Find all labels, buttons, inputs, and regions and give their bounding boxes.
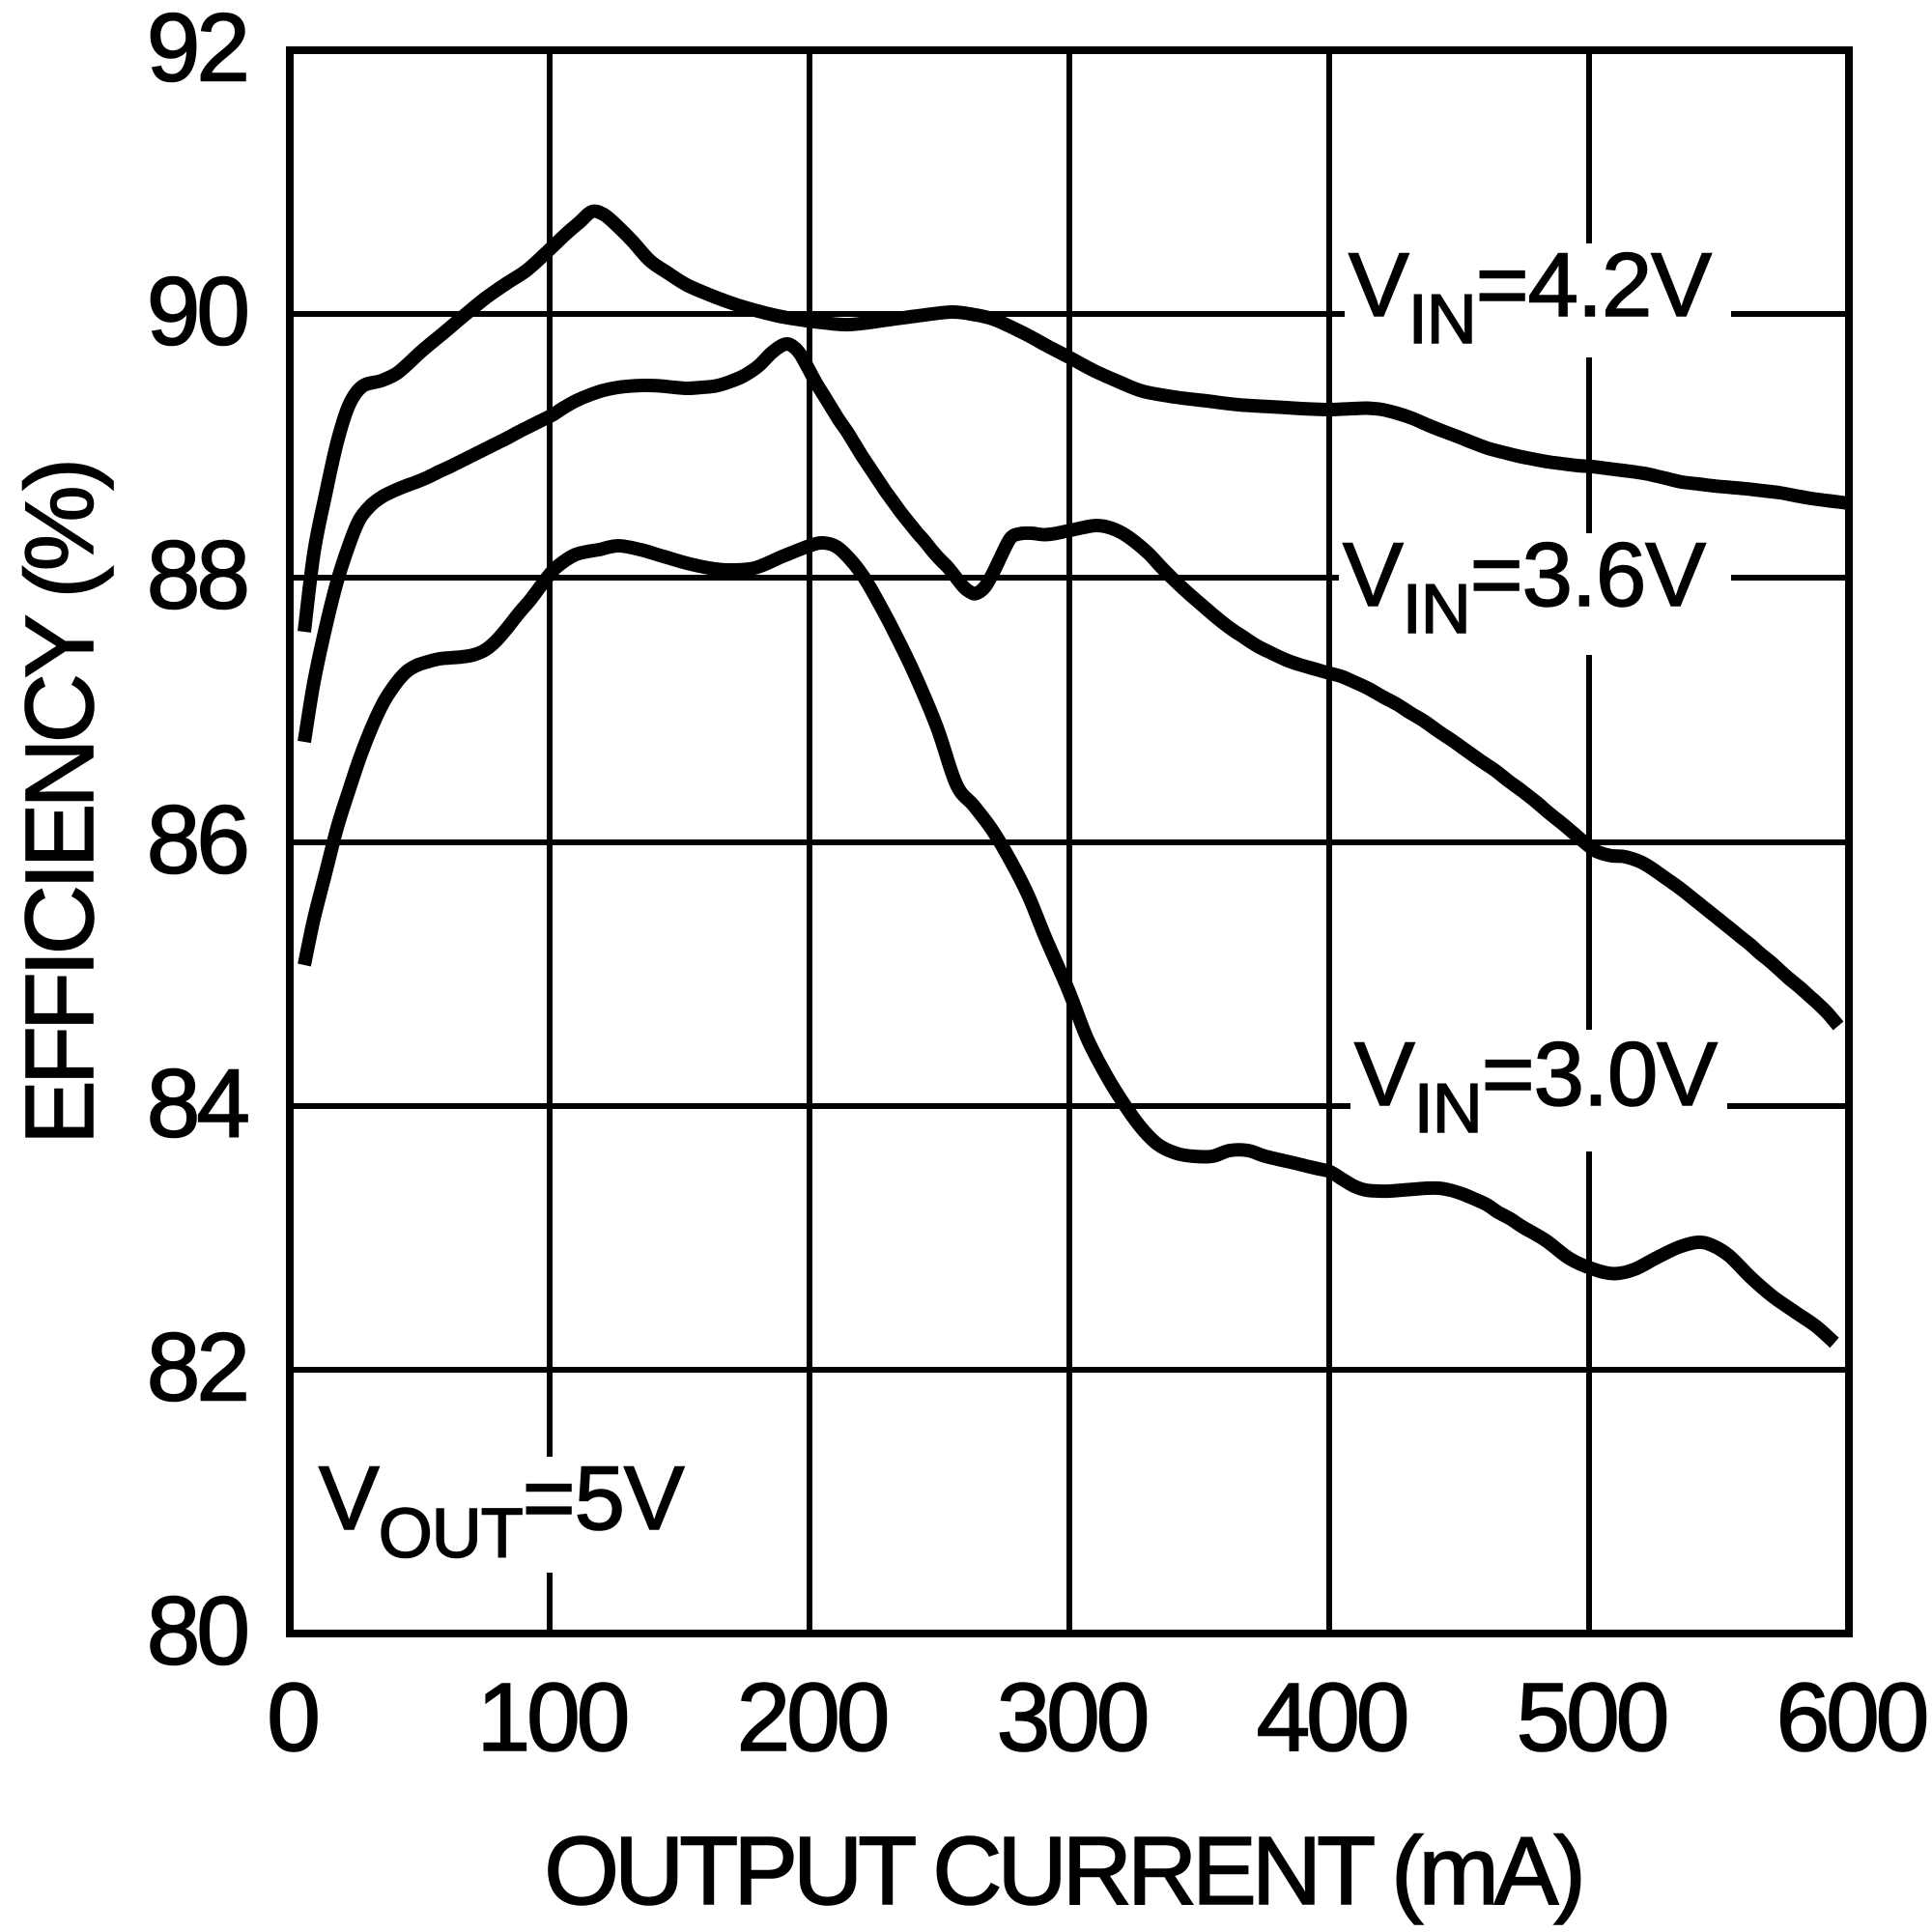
svg-text:92: 92 bbox=[147, 0, 246, 102]
svg-text:600: 600 bbox=[1776, 1663, 1926, 1772]
svg-text:84: 84 bbox=[147, 1050, 248, 1158]
svg-text:300: 300 bbox=[997, 1663, 1147, 1772]
svg-text:100: 100 bbox=[477, 1663, 627, 1772]
svg-text:0: 0 bbox=[267, 1663, 317, 1772]
svg-text:90: 90 bbox=[147, 258, 247, 366]
svg-text:82: 82 bbox=[147, 1314, 246, 1422]
svg-text:86: 86 bbox=[147, 786, 247, 895]
svg-text:200: 200 bbox=[737, 1663, 887, 1772]
svg-text:EFFICIENCY (%): EFFICIENCY (%) bbox=[6, 463, 114, 1145]
svg-text:400: 400 bbox=[1257, 1663, 1406, 1772]
svg-text:OUTPUT CURRENT (mA): OUTPUT CURRENT (mA) bbox=[544, 1817, 1581, 1925]
svg-text:500: 500 bbox=[1517, 1663, 1666, 1772]
svg-text:80: 80 bbox=[147, 1577, 247, 1686]
svg-text:88: 88 bbox=[147, 522, 247, 630]
